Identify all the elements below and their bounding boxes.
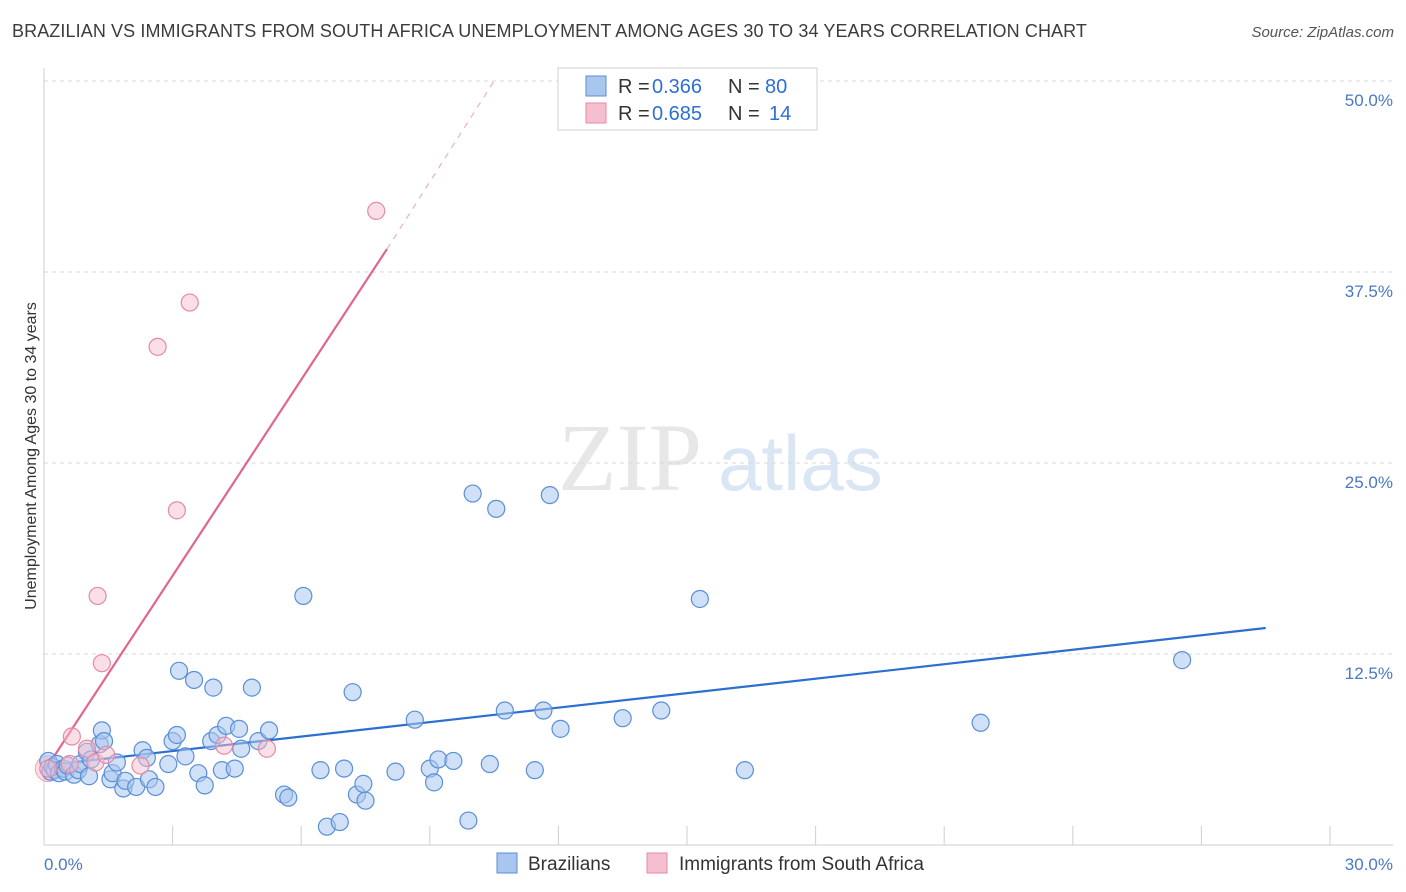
point-brazilians-74 xyxy=(652,701,671,720)
point-brazilians-64 xyxy=(459,811,478,830)
legend-n-label-pink: N = xyxy=(728,103,760,125)
point-brazilians-58 xyxy=(386,762,405,781)
point-brazilians-42 xyxy=(229,719,249,738)
legend-n-label-blue: N = xyxy=(728,76,760,98)
legend: R = 0.366 N = 80 R = 0.685 N = 14 xyxy=(557,67,818,131)
point-south-africa-5 xyxy=(88,586,107,606)
point-brazilians-27 xyxy=(146,777,165,797)
point-brazilians-57 xyxy=(356,791,375,810)
legend-swatch-pink xyxy=(585,102,607,124)
x-tick-label-min: 0.0% xyxy=(44,855,83,874)
point-brazilians-63 xyxy=(444,751,463,771)
point-south-africa-3 xyxy=(77,739,96,758)
legend-r-label-blue: R = xyxy=(618,76,650,98)
point-brazilians-50 xyxy=(311,761,330,780)
point-brazilians-61 xyxy=(424,773,444,792)
point-brazilians-44 xyxy=(242,678,262,697)
scatter-points xyxy=(34,201,1192,836)
point-brazilians-71 xyxy=(540,485,559,505)
axes xyxy=(43,68,1393,846)
point-south-africa-9 xyxy=(148,337,167,356)
y-tick-labels: 12.5% 25.0% 37.5% 50.0% xyxy=(1345,91,1393,683)
y-tick-label-0: 12.5% xyxy=(1345,664,1393,683)
point-brazilians-35 xyxy=(195,776,214,795)
point-south-africa-14 xyxy=(367,201,386,220)
point-brazilians-76 xyxy=(735,761,754,780)
legend-r-label-pink: R = xyxy=(618,103,650,125)
legend-n-value-blue: 80 xyxy=(765,76,787,98)
point-brazilians-65 xyxy=(463,484,482,503)
point-brazilians-30 xyxy=(167,725,186,745)
series-legend-label-south-africa: Immigrants from South Africa xyxy=(679,854,924,875)
point-brazilians-69 xyxy=(525,761,544,780)
point-brazilians-28 xyxy=(159,754,178,774)
legend-r-value-pink: 0.685 xyxy=(652,103,702,125)
series-legend-label-brazilians: Brazilians xyxy=(528,854,610,875)
point-brazilians-75 xyxy=(690,589,709,609)
point-brazilians-33 xyxy=(184,670,204,690)
point-brazilians-41 xyxy=(225,759,244,778)
point-brazilians-52 xyxy=(330,812,349,832)
point-brazilians-31 xyxy=(169,661,189,680)
chart-title: BRAZILIAN VS IMMIGRANTS FROM SOUTH AFRIC… xyxy=(12,21,1088,41)
watermark-zip: ZIP xyxy=(558,404,702,511)
point-brazilians-72 xyxy=(551,719,570,738)
point-brazilians-78 xyxy=(1173,651,1192,670)
point-brazilians-43 xyxy=(232,739,251,758)
point-brazilians-37 xyxy=(204,678,223,697)
source-label: Source: ZipAtlas.com xyxy=(1251,24,1394,41)
point-south-africa-6 xyxy=(92,654,111,673)
point-brazilians-54 xyxy=(343,683,362,702)
point-brazilians-68 xyxy=(495,701,514,720)
point-brazilians-53 xyxy=(334,759,354,778)
point-brazilians-32 xyxy=(176,747,195,766)
point-south-africa-8 xyxy=(131,756,150,775)
point-south-africa-0 xyxy=(39,759,58,778)
y-axis-label: Unemployment Among Ages 30 to 34 years xyxy=(23,302,40,610)
y-tick-label-2: 37.5% xyxy=(1345,282,1393,301)
y-tick-label-3: 50.0% xyxy=(1345,91,1393,110)
gridlines xyxy=(44,80,1393,655)
point-south-africa-12 xyxy=(214,736,234,755)
point-brazilians-49 xyxy=(294,586,313,606)
legend-r-value-blue: 0.366 xyxy=(652,76,702,98)
point-brazilians-56 xyxy=(354,774,373,793)
point-south-africa-1 xyxy=(60,754,79,774)
point-south-africa-13 xyxy=(257,739,277,758)
point-brazilians-46 xyxy=(259,721,279,740)
point-brazilians-77 xyxy=(971,713,990,732)
point-brazilians-73 xyxy=(613,709,632,728)
point-south-africa-2 xyxy=(62,727,81,746)
legend-swatch-blue xyxy=(585,75,607,97)
point-brazilians-66 xyxy=(480,754,499,774)
point-brazilians-59 xyxy=(405,710,424,729)
trend-line-south-africa xyxy=(43,248,388,773)
series-legend-swatch-south-africa xyxy=(646,852,668,874)
point-brazilians-48 xyxy=(279,788,298,807)
trend-line-south-africa-extension xyxy=(386,80,495,250)
point-brazilians-70 xyxy=(534,701,553,720)
x-tick-label-max: 30.0% xyxy=(1345,855,1393,874)
point-south-africa-11 xyxy=(180,293,199,312)
series-legend-swatch-brazilians xyxy=(496,852,518,874)
point-south-africa-7 xyxy=(97,745,116,764)
y-tick-label-1: 25.0% xyxy=(1345,473,1393,492)
series-legend: Brazilians Immigrants from South Africa xyxy=(496,852,924,875)
legend-n-value-pink: 14 xyxy=(769,103,791,125)
point-brazilians-62 xyxy=(429,750,448,769)
point-south-africa-10 xyxy=(167,501,186,520)
point-brazilians-67 xyxy=(487,499,506,518)
